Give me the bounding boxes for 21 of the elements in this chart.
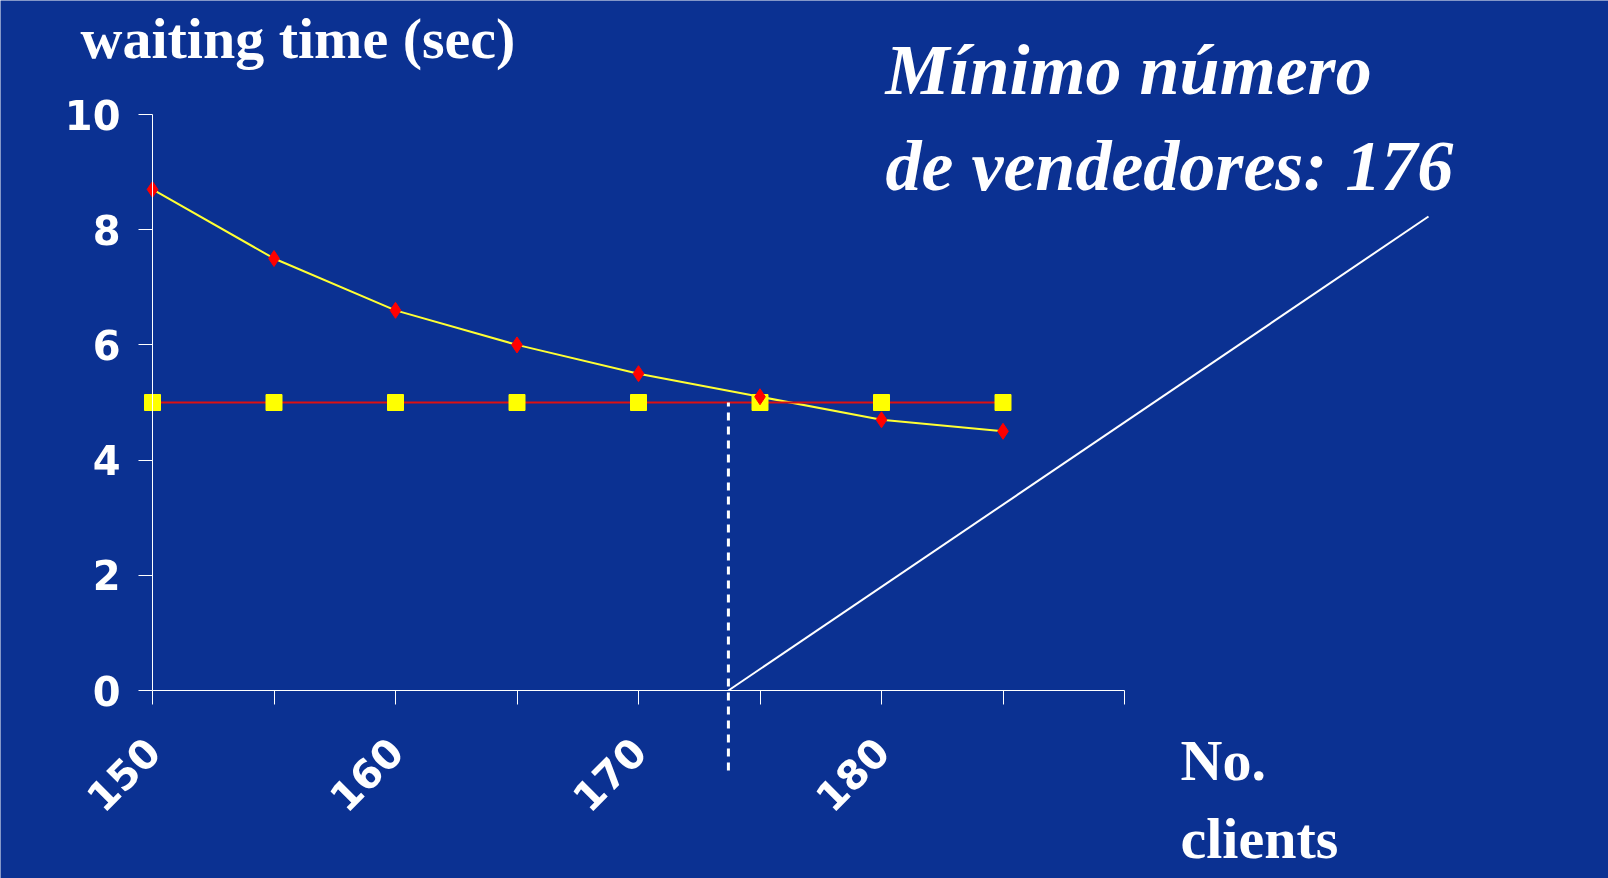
x-axis-title: No. clients (1180, 727, 1339, 871)
y-tick-label: 0 (92, 668, 121, 715)
y-tick-label: 6 (92, 322, 121, 369)
point (146, 180, 159, 198)
y-tick-label: 4 (92, 438, 121, 485)
y-axis-title: waiting time (sec) (80, 5, 516, 71)
point (265, 394, 283, 411)
y-tick-label: 2 (92, 553, 121, 600)
point (630, 394, 647, 411)
point (387, 394, 404, 411)
point (389, 301, 402, 319)
point (144, 394, 161, 411)
y-tick-label: 8 (92, 207, 121, 254)
point (994, 394, 1012, 411)
point (508, 394, 526, 411)
point (268, 250, 280, 267)
y-tick-label: 10 (64, 92, 121, 139)
point (632, 365, 645, 383)
annotation: Mínimo número de vendedores: 176 (884, 29, 1454, 206)
point (875, 411, 888, 429)
point (873, 394, 890, 411)
